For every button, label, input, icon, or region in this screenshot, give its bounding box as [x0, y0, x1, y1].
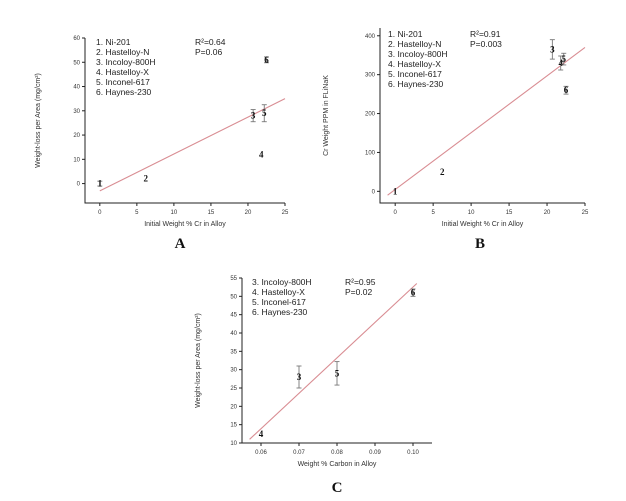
legend-entry: 3. Incoloy-800H: [388, 49, 448, 59]
fit-line: [249, 283, 418, 440]
legend-entry: 4. Hastelloy-X: [388, 59, 441, 69]
x-tick-label: 25: [582, 210, 589, 216]
legend-entry: 6. Haynes-230: [252, 307, 308, 317]
y-tick-label: 60: [73, 36, 80, 42]
panel-label: A: [175, 236, 186, 252]
y-tick-label: 20: [230, 404, 237, 410]
y-tick-label: 10: [73, 157, 80, 163]
point-label-3: 3: [297, 372, 302, 382]
x-tick-label: 10: [468, 210, 475, 216]
legend-entry: 6. Haynes-230: [96, 87, 152, 97]
y-tick-label: 35: [230, 349, 237, 355]
x-tick-label: 15: [208, 210, 215, 216]
y-tick-label: 25: [230, 386, 237, 392]
point-label-3: 3: [550, 44, 555, 54]
p-value-label: P=0.003: [470, 39, 502, 49]
point-label-5: 5: [561, 54, 566, 64]
axes: [84, 38, 285, 204]
point-label-6: 6: [264, 55, 269, 65]
point-label-5: 5: [262, 108, 267, 118]
x-tick-label: 0.09: [369, 450, 381, 456]
r-squared-label: R²=0.64: [195, 37, 226, 47]
legend-entry: 4. Hastelloy-X: [252, 287, 305, 297]
legend-entry: 4. Hastelloy-X: [96, 67, 149, 77]
legend-entry: 2. Hastelloy-N: [388, 39, 441, 49]
panel-label: C: [332, 480, 343, 496]
point-label-2: 2: [143, 174, 148, 184]
y-tick-label: 30: [73, 109, 80, 115]
y-tick-label: 20: [73, 133, 80, 139]
y-axis-label: Weight-loss per Area (mg/cm²): [195, 313, 202, 408]
x-tick-label: 0: [98, 210, 102, 216]
x-tick-label: 15: [506, 210, 513, 216]
x-tick-label: 20: [544, 210, 551, 216]
point-label-4: 4: [558, 58, 563, 68]
r-squared-label: R²=0.95: [345, 277, 376, 287]
y-tick-label: 100: [365, 150, 376, 156]
legend-entry: 1. Ni-201: [96, 37, 131, 47]
y-tick-label: 200: [365, 112, 376, 118]
x-tick-label: 5: [135, 210, 139, 216]
x-axis-label: Initial Weight % Cr in Alloy: [442, 221, 524, 228]
x-axis-label: Weight % Carbon in Alloy: [298, 461, 377, 468]
fit-line: [387, 47, 586, 196]
legend-entry: 1. Ni-201: [388, 29, 423, 39]
x-tick-label: 10: [171, 210, 178, 216]
legend-entry: 6. Haynes-230: [388, 79, 444, 89]
x-tick-label: 0.08: [331, 450, 343, 456]
y-tick-label: 50: [73, 60, 80, 66]
point-label-6: 6: [564, 85, 569, 95]
point-label-4: 4: [259, 149, 264, 159]
legend-entry: 5. Inconel-617: [96, 77, 150, 87]
y-tick-label: 45: [230, 313, 237, 319]
p-value-label: P=0.02: [345, 287, 372, 297]
x-tick-label: 0.07: [293, 450, 305, 456]
y-tick-label: 0: [77, 182, 81, 188]
chart-panel-c: 0.06 0.07 0.08 0.09 0.1010152025303540455055…: [195, 276, 432, 496]
point-label-1: 1: [98, 179, 103, 189]
y-axis-label: Cr Weight PPM in FLiNaK: [323, 75, 330, 156]
point-label-1: 1: [393, 186, 398, 196]
point-label-5: 5: [335, 368, 340, 378]
axes: [379, 28, 585, 204]
legend-entry: 3. Incoloy-800H: [252, 277, 312, 287]
fit-line: [99, 98, 286, 192]
p-value-label: P=0.06: [195, 47, 222, 57]
point-label-4: 4: [259, 429, 264, 439]
point-label-2: 2: [440, 167, 445, 177]
r-squared-label: R²=0.91: [470, 29, 501, 39]
y-tick-label: 15: [230, 423, 237, 429]
y-tick-label: 55: [230, 276, 237, 282]
x-axis-label: Initial Weight % Cr in Alloy: [144, 221, 226, 228]
y-axis-label: Weight-loss per Area (mg/cm²): [35, 73, 42, 168]
x-tick-label: 5: [431, 210, 435, 216]
x-tick-label: 0.06: [255, 450, 267, 456]
legend-entry: 3. Incoloy-800H: [96, 57, 156, 67]
x-tick-label: 0: [394, 210, 398, 216]
x-tick-label: 20: [245, 210, 252, 216]
y-tick-label: 40: [73, 85, 80, 91]
y-tick-label: 0: [372, 189, 376, 195]
y-tick-label: 300: [365, 73, 376, 79]
point-label-6: 6: [411, 288, 416, 298]
legend-entry: 2. Hastelloy-N: [96, 47, 149, 57]
legend-entry: 5. Inconel-617: [252, 297, 306, 307]
point-label-3: 3: [251, 111, 256, 121]
x-tick-label: 25: [282, 210, 289, 216]
panel-label: B: [475, 236, 485, 252]
y-tick-label: 40: [230, 331, 237, 337]
y-tick-label: 50: [230, 294, 237, 300]
y-tick-label: 400: [365, 34, 376, 40]
legend-entry: 5. Inconel-617: [388, 69, 442, 79]
x-tick-label: 0.10: [407, 450, 419, 456]
y-tick-label: 10: [230, 441, 237, 447]
y-tick-label: 30: [230, 368, 237, 374]
